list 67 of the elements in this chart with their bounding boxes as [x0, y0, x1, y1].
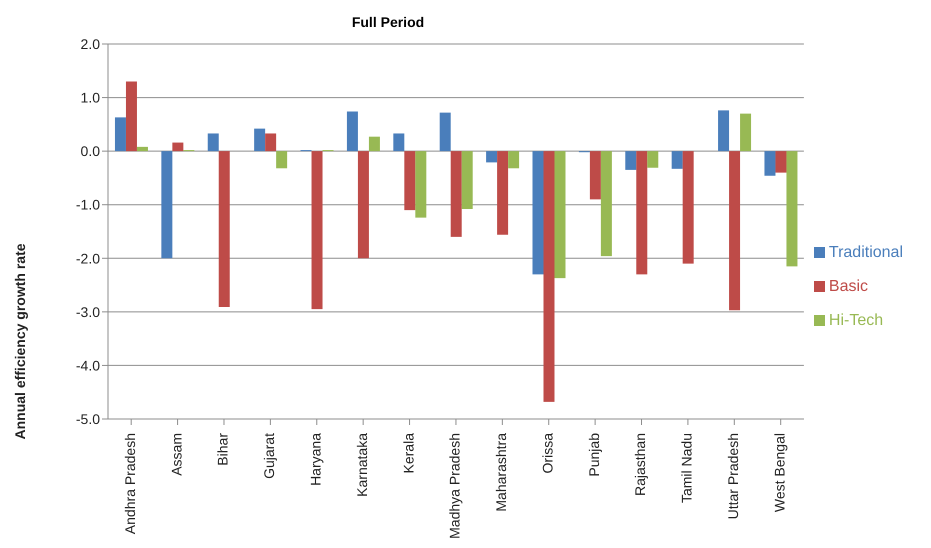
bar — [625, 151, 636, 170]
bar — [440, 112, 451, 152]
bar — [786, 151, 798, 266]
bar — [764, 151, 776, 176]
y-tick-label: -2.0 — [76, 250, 100, 266]
bar — [254, 128, 266, 152]
bar — [740, 114, 752, 152]
y-tick-label: -3.0 — [76, 304, 100, 320]
bar — [358, 151, 369, 258]
x-tick-label: West Bengal — [771, 433, 788, 512]
bar — [554, 151, 566, 278]
legend-label: Hi-Tech — [828, 312, 884, 329]
x-tick-label: Tamil Nadu — [678, 433, 695, 504]
bar — [543, 151, 554, 402]
x-tick-label: Haryana — [307, 432, 324, 486]
y-tick-label: -5.0 — [76, 410, 100, 427]
y-axis-title: Annual efficiency growth rate — [12, 243, 28, 440]
bar — [682, 151, 694, 264]
bar — [276, 151, 288, 168]
y-tick-label: 0.0 — [80, 143, 100, 160]
bar — [312, 151, 323, 310]
y-tick-label: 1.0 — [80, 90, 100, 106]
y-tick-label: -1.0 — [76, 196, 100, 213]
x-tick-label: Maharashtra — [493, 432, 510, 512]
bar — [647, 151, 658, 168]
bar — [508, 151, 520, 168]
x-tick-label: Andhra Pradesh — [122, 433, 138, 534]
legend-label: Traditional — [828, 244, 903, 261]
x-tick-label: Assam — [168, 433, 184, 476]
x-tick-label: Karnataka — [354, 432, 370, 497]
bar — [161, 151, 172, 258]
x-tick-label: Orissa — [539, 432, 556, 474]
bar — [497, 151, 508, 235]
bar — [208, 133, 219, 152]
bar — [590, 151, 601, 200]
bar — [775, 151, 786, 173]
legend-label: Basic — [828, 278, 868, 295]
bar — [393, 133, 404, 152]
x-tick-label: Punjab — [586, 432, 602, 477]
bar — [450, 151, 462, 237]
bar — [462, 151, 473, 209]
bar — [532, 151, 544, 274]
bar — [368, 136, 380, 152]
bar — [636, 151, 648, 274]
x-tick-label: Uttar Pradesh — [725, 433, 742, 520]
bar — [600, 151, 612, 256]
x-tick-label: Gujarat — [261, 432, 278, 479]
bar — [415, 151, 426, 218]
y-tick-label: 2.0 — [80, 36, 100, 52]
bar — [114, 117, 126, 152]
x-tick-label: Bihar — [214, 432, 231, 466]
bar — [265, 133, 276, 152]
bar — [729, 151, 740, 310]
bar — [404, 151, 416, 210]
y-tick-label: -4.0 — [76, 357, 100, 374]
x-tick-label: Madhya Pradesh — [446, 433, 463, 539]
bar — [486, 151, 498, 162]
bar — [172, 142, 184, 152]
bar — [346, 112, 358, 152]
bar — [218, 151, 230, 308]
bar — [126, 82, 137, 152]
bar — [136, 146, 148, 152]
chart-title: Full Period — [350, 13, 426, 32]
x-tick-label: Rajasthan — [632, 433, 648, 496]
bar — [672, 151, 683, 169]
x-tick-label: Kerala — [400, 432, 416, 474]
bar — [718, 110, 730, 152]
